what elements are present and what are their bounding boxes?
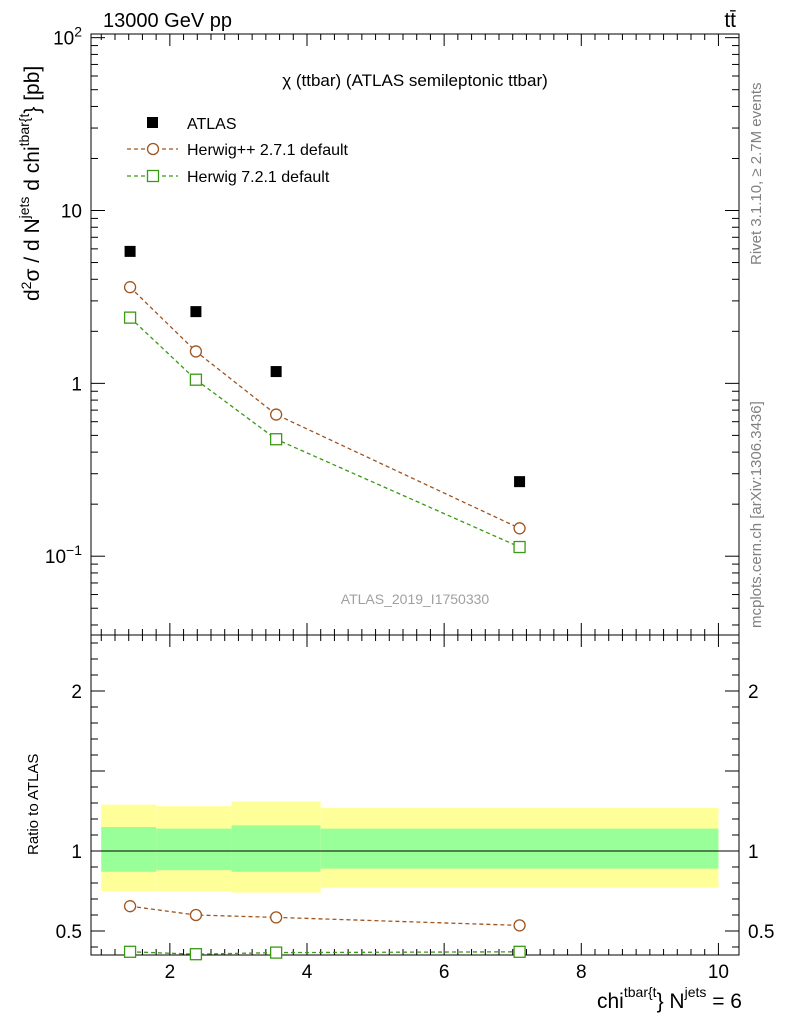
data-point-herwigpp: [269, 408, 283, 421]
legend-label-herwigpp: Herwig++ 2.7.1 default: [187, 142, 349, 159]
ratio-point-herwig7: [189, 948, 203, 961]
chart-title: χ (ttbar) (ATLAS semileptonic ttbar): [282, 71, 548, 90]
ratio-band-green: [156, 828, 232, 871]
x-tick-label: 2: [165, 962, 176, 983]
x-tick-label: 8: [576, 962, 587, 983]
process-label: tt̄: [724, 9, 736, 32]
legend-marker-atlas: [147, 117, 158, 128]
legend: ATLAS Herwig++ 2.7.1 default Herwig 7.2.…: [127, 116, 349, 186]
reference-label: ATLAS_2019_I1750330: [341, 591, 490, 607]
data-point-herwig7: [513, 540, 526, 554]
data-point-atlas: [190, 306, 202, 318]
ratio-line-1: [129, 905, 520, 927]
legend-label-atlas: ATLAS: [187, 116, 237, 133]
ratio-band-green: [320, 828, 719, 869]
data-point-herwigpp: [189, 345, 203, 358]
ratio-line-2: [130, 951, 520, 955]
x-tick-label: 10: [708, 962, 729, 983]
ratio-y-tick-label-right: 2: [748, 682, 759, 703]
axis-ticks-group: [91, 34, 739, 955]
series-lines-group: [129, 286, 520, 955]
main-y-tick-label: 102: [53, 24, 82, 50]
data-point-herwigpp: [123, 281, 137, 294]
ratio-y-tick-label-right: 0.5: [748, 922, 774, 943]
legend-label-herwig7: Herwig 7.2.1 default: [187, 169, 330, 186]
mcplots-label: mcplots.cern.ch [arXiv:1306.3436]: [748, 401, 765, 628]
ratio-band-green: [101, 827, 157, 872]
ratio-band-green: [231, 825, 321, 872]
ratio-y-tick-label-left: 2: [71, 682, 82, 703]
ratio-point-herwigpp: [269, 911, 283, 924]
data-point-herwig7: [269, 433, 283, 446]
x-tick-label: 4: [302, 962, 313, 983]
rivet-version-label: Rivet 3.1.10, ≥ 2.7M events: [748, 83, 765, 266]
main-line-2: [129, 317, 520, 548]
ratio-point-herwig7: [269, 946, 283, 959]
main-y-tick-label: 1: [71, 374, 82, 395]
legend-marker-herwig7: [146, 169, 160, 183]
data-point-herwigpp: [513, 522, 526, 535]
data-point-atlas: [514, 476, 526, 488]
energy-label: 13000 GeV pp: [103, 10, 232, 32]
x-axis-label: chitbar{t} Njets = 6: [597, 984, 742, 1013]
ratio-bands-group: [91, 801, 739, 893]
ratio-point-herwig7: [123, 945, 137, 958]
main-y-tick-label: 10: [61, 202, 82, 223]
ratio-y-tick-label-left: 0.5: [56, 922, 82, 943]
main-y-axis-label: d2σ / d Njets d chitbar{t} [pb]: [16, 66, 44, 301]
ratio-point-herwigpp: [123, 900, 137, 913]
ratio-y-tick-label-right: 1: [748, 842, 759, 863]
markers-group: [123, 245, 526, 961]
x-tick-label: 6: [439, 962, 450, 983]
ratio-y-axis-label: Ratio to ATLAS: [25, 754, 42, 855]
tick-labels-group: 2 4 6 8 10 10−1 1 10 102 0.5 0.5 1 1 2 2: [45, 24, 775, 983]
main-y-tick-label: 10−1: [45, 542, 82, 568]
data-point-herwig7: [123, 311, 137, 324]
legend-marker-herwigpp: [146, 142, 160, 156]
ratio-point-herwigpp: [189, 908, 203, 922]
data-point-atlas: [124, 245, 136, 257]
ratio-point-herwigpp: [513, 919, 526, 932]
ratio-y-tick-label-left: 1: [71, 842, 82, 863]
data-point-atlas: [270, 366, 282, 378]
ratio-plot-frame: [90, 634, 740, 956]
ratio-point-herwig7: [513, 945, 526, 958]
data-point-herwig7: [189, 373, 203, 386]
main-line-1: [129, 286, 520, 529]
